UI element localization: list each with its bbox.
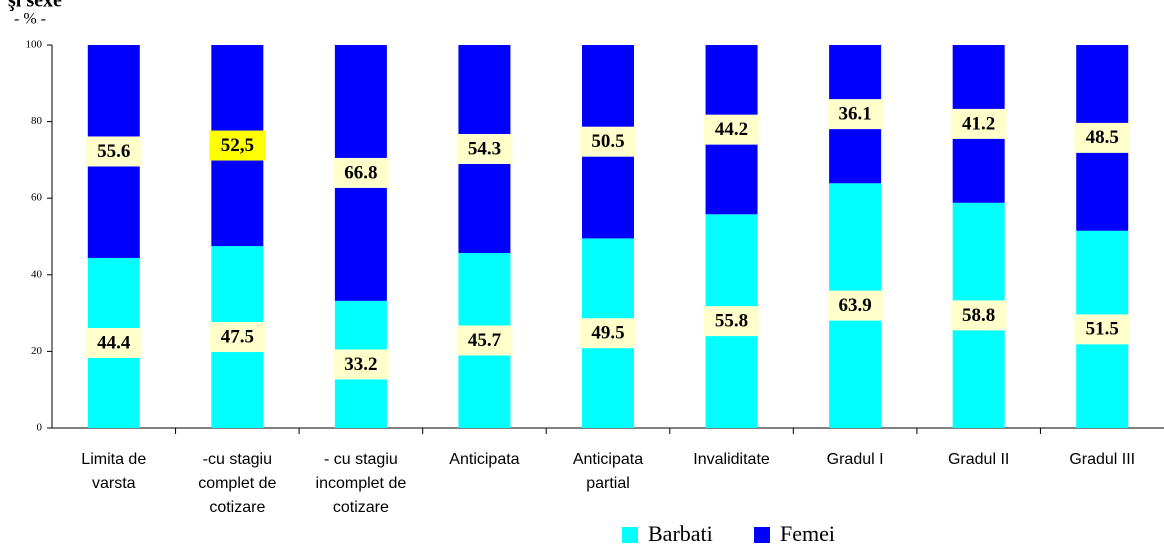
- x-tick-label: Anticipata: [449, 451, 520, 468]
- y-tick-label: 80: [31, 115, 43, 127]
- data-label-box: [827, 290, 884, 321]
- x-tick-label: Gradul I: [826, 451, 884, 468]
- y-tick-label: 20: [31, 345, 43, 357]
- data-label: 55.6: [97, 141, 130, 162]
- data-label-box: [456, 133, 513, 164]
- data-label-box: [1074, 122, 1131, 153]
- data-label: 63.9: [838, 295, 871, 316]
- legend-swatch: [622, 527, 638, 543]
- data-label: 58.8: [962, 305, 995, 326]
- data-label-box: [580, 126, 636, 157]
- data-label: 49.5: [591, 323, 624, 344]
- x-tick-label: Invaliditate: [693, 451, 770, 468]
- data-label: 36.1: [838, 103, 871, 124]
- chart-title: şi sexe: [8, 0, 62, 12]
- data-label-box: [703, 114, 760, 145]
- x-tick-label: Gradul III: [1069, 451, 1136, 468]
- legend-label: Femei: [780, 521, 835, 546]
- x-tick-label: -cu stagiu complet de cotizare: [198, 451, 277, 516]
- data-label: 33.2: [344, 354, 377, 375]
- data-label-box: [950, 108, 1007, 139]
- y-axis-label: - % -: [14, 11, 46, 28]
- y-tick-label: 40: [31, 268, 43, 280]
- data-label: 66.8: [344, 162, 377, 183]
- data-label: 50.5: [591, 131, 624, 152]
- x-tick-label: Anticipata partial: [572, 451, 644, 492]
- data-label-box: [456, 325, 513, 356]
- data-label-box: [580, 318, 636, 349]
- legend-swatch: [754, 527, 770, 543]
- data-label-box: [332, 157, 389, 188]
- data-label: 52,5: [221, 135, 254, 156]
- data-label-box: [209, 322, 266, 353]
- y-tick-label: 60: [31, 192, 43, 204]
- data-label-box: [85, 327, 142, 358]
- data-label: 55.8: [715, 311, 748, 332]
- data-label: 44.2: [715, 119, 748, 140]
- data-label: 45.7: [468, 330, 502, 351]
- legend-label: Barbati: [648, 521, 713, 546]
- x-tick-label: Limita de varsta: [81, 451, 147, 492]
- data-label: 48.5: [1086, 127, 1119, 148]
- data-label-box: [1074, 314, 1131, 345]
- data-label: 47.5: [221, 326, 254, 347]
- data-label-box: [85, 136, 142, 167]
- y-tick-label: 100: [26, 39, 43, 51]
- x-tick-label: - cu stagiu incomplet de cotizare: [315, 451, 407, 516]
- data-label: 44.4: [97, 332, 131, 353]
- data-label: 51.5: [1086, 319, 1119, 340]
- data-label-box: [332, 349, 389, 380]
- data-label-box: [703, 306, 760, 337]
- data-label: 54.3: [468, 138, 501, 159]
- y-tick-label: 0: [37, 422, 43, 434]
- data-label-box: [950, 300, 1007, 331]
- data-label-box: [209, 130, 266, 161]
- x-tick-label: Gradul II: [947, 451, 1010, 468]
- data-label-box: [827, 99, 884, 130]
- data-label: 41.2: [962, 113, 995, 134]
